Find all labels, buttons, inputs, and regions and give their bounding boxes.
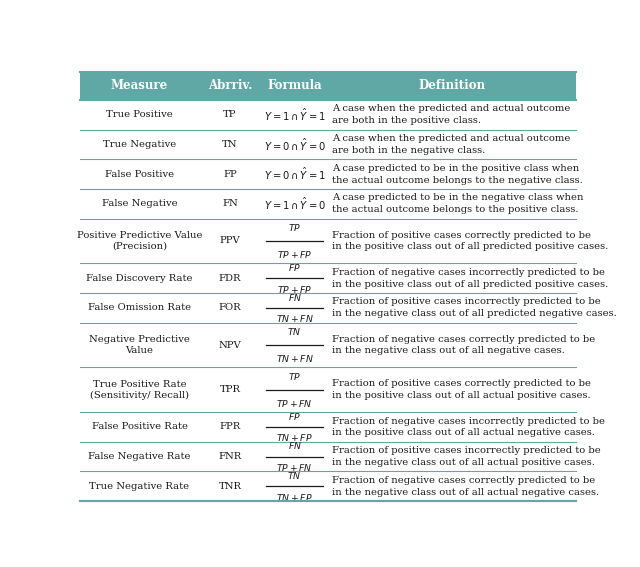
Text: Fraction of negative cases correctly predicted to be
in the negative class out o: Fraction of negative cases correctly pre… (332, 476, 599, 497)
Text: A case when the predicted and actual outcome
are both in the negative class.: A case when the predicted and actual out… (332, 134, 570, 155)
Text: Fraction of positive cases incorrectly predicted to be
in the negative class out: Fraction of positive cases incorrectly p… (332, 298, 617, 318)
Text: $\mathit{TP+FP}$: $\mathit{TP+FP}$ (276, 249, 312, 260)
Text: $\mathit{TN+FP}$: $\mathit{TN+FP}$ (276, 432, 313, 443)
Text: PPV: PPV (220, 236, 241, 246)
Text: Fraction of positive cases incorrectly predicted to be
in the negative class out: Fraction of positive cases incorrectly p… (332, 446, 601, 467)
Text: $Y = 1 \cap \hat{Y} = 1$: $Y = 1 \cap \hat{Y} = 1$ (264, 107, 325, 123)
Text: TP: TP (223, 111, 237, 119)
Text: $\mathit{FN}$: $\mathit{FN}$ (287, 441, 301, 451)
Text: $Y = 0 \cap \hat{Y} = 1$: $Y = 0 \cap \hat{Y} = 1$ (264, 166, 325, 182)
Text: Formula: Formula (268, 79, 322, 92)
Text: $\mathit{FP}$: $\mathit{FP}$ (288, 262, 301, 273)
Text: $\mathit{FN}$: $\mathit{FN}$ (287, 291, 301, 303)
Text: Definition: Definition (419, 79, 486, 92)
Text: TN: TN (222, 140, 238, 149)
Bar (80, 71, 576, 100)
Text: TNR: TNR (218, 482, 241, 491)
Text: FDR: FDR (219, 274, 241, 283)
Text: $\mathit{TN}$: $\mathit{TN}$ (287, 326, 301, 337)
Text: Measure: Measure (111, 79, 168, 92)
Text: $Y = 0 \cap \hat{Y} = 0$: $Y = 0 \cap \hat{Y} = 0$ (264, 136, 326, 153)
Text: $\mathit{TN+FP}$: $\mathit{TN+FP}$ (276, 492, 313, 502)
Text: True Negative: True Negative (103, 140, 176, 149)
Text: Abrriv.: Abrriv. (208, 79, 252, 92)
Text: FNR: FNR (218, 452, 242, 461)
Text: Fraction of negative cases incorrectly predicted to be
in the positive class out: Fraction of negative cases incorrectly p… (332, 268, 608, 289)
Text: Negative Predictive
Value: Negative Predictive Value (89, 335, 190, 355)
Text: False Negative: False Negative (102, 199, 177, 208)
Text: True Positive: True Positive (106, 111, 173, 119)
Text: Fraction of negative cases correctly predicted to be
in the negative class out o: Fraction of negative cases correctly pre… (332, 335, 595, 356)
Text: FP: FP (223, 170, 237, 179)
Text: $Y = 1 \cap \hat{Y} = 0$: $Y = 1 \cap \hat{Y} = 0$ (264, 196, 326, 212)
Text: $\mathit{TP+FP}$: $\mathit{TP+FP}$ (276, 284, 312, 294)
Text: False Positive: False Positive (105, 170, 174, 179)
Text: NPV: NPV (219, 341, 241, 349)
Text: $\mathit{TN+FN}$: $\mathit{TN+FN}$ (276, 313, 314, 324)
Text: $\mathit{TP}$: $\mathit{TP}$ (288, 371, 301, 382)
Text: FN: FN (222, 199, 238, 208)
Text: $\mathit{TN}$: $\mathit{TN}$ (287, 470, 301, 481)
Text: $\mathit{TN+FN}$: $\mathit{TN+FN}$ (276, 353, 314, 364)
Text: $\mathit{FP}$: $\mathit{FP}$ (288, 411, 301, 422)
Text: Fraction of negative cases incorrectly predicted to be
in the positive class out: Fraction of negative cases incorrectly p… (332, 417, 605, 437)
Text: True Negative Rate: True Negative Rate (90, 482, 189, 491)
Text: A case predicted to be in the positive class when
the actual outcome belongs to : A case predicted to be in the positive c… (332, 164, 582, 184)
Text: False Discovery Rate: False Discovery Rate (86, 274, 193, 283)
Text: False Positive Rate: False Positive Rate (92, 422, 188, 431)
Text: Fraction of positive cases correctly predicted to be
in the positive class out o: Fraction of positive cases correctly pre… (332, 379, 591, 400)
Text: $\mathit{TP}$: $\mathit{TP}$ (288, 222, 301, 233)
Text: Fraction of positive cases correctly predicted to be
in the positive class out o: Fraction of positive cases correctly pre… (332, 231, 608, 251)
Text: A case predicted to be in the negative class when
the actual outcome belongs to : A case predicted to be in the negative c… (332, 193, 584, 214)
Text: TPR: TPR (220, 385, 241, 394)
Text: False Omission Rate: False Omission Rate (88, 303, 191, 312)
Text: A case when the predicted and actual outcome
are both in the positive class.: A case when the predicted and actual out… (332, 104, 570, 125)
Text: $\mathit{TP+FN}$: $\mathit{TP+FN}$ (276, 398, 313, 409)
Text: Positive Predictive Value
(Precision): Positive Predictive Value (Precision) (77, 231, 202, 251)
Text: $\mathit{TP+FN}$: $\mathit{TP+FN}$ (276, 462, 313, 473)
Text: False Negative Rate: False Negative Rate (88, 452, 191, 461)
Text: FOR: FOR (219, 303, 241, 312)
Text: True Positive Rate
(Sensitivity/ Recall): True Positive Rate (Sensitivity/ Recall) (90, 380, 189, 400)
Text: FPR: FPR (220, 422, 241, 431)
